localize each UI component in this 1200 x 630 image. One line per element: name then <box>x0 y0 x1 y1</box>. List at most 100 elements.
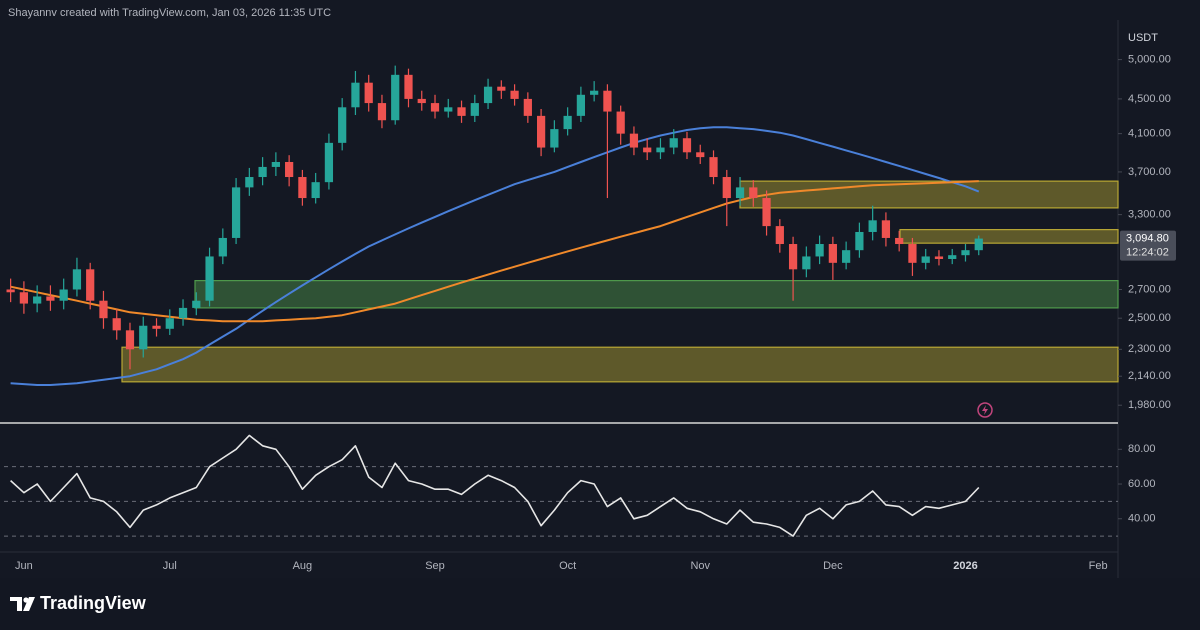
y-tick-label: 3,700.00 <box>1128 166 1171 178</box>
candle-body <box>523 98 532 116</box>
candle-body <box>351 82 360 108</box>
x-tick-label: Sep <box>425 560 445 572</box>
candle-body <box>629 133 639 148</box>
candle-body <box>377 103 387 121</box>
x-tick-label: Oct <box>559 560 576 572</box>
candle-body <box>563 115 572 130</box>
candle-body <box>961 250 970 256</box>
zone <box>194 280 1119 309</box>
candle-body <box>178 307 188 319</box>
candle-body <box>616 111 625 134</box>
candle-body <box>881 220 891 238</box>
candle-body <box>722 177 731 199</box>
candle-body <box>205 256 214 301</box>
countdown-label: 12:24:02 <box>1126 246 1169 258</box>
alert-bolt <box>982 405 988 415</box>
moving-average <box>10 180 979 323</box>
candle-body <box>510 90 519 99</box>
x-tick-label: Aug <box>293 560 313 572</box>
candle-body <box>139 325 148 350</box>
candle-body <box>669 138 678 148</box>
candle-body <box>152 325 161 329</box>
candle-body <box>457 107 466 116</box>
candle-body <box>33 296 42 304</box>
candle-body <box>258 166 267 178</box>
moving-average <box>10 126 980 386</box>
y-tick-label: 80.00 <box>1128 443 1156 455</box>
candle-body <box>709 157 718 178</box>
last-price-label: 3,094.80 <box>1126 232 1169 244</box>
x-tick-label: Jul <box>163 560 177 572</box>
candle-body <box>231 187 241 238</box>
zone <box>121 346 1119 383</box>
x-tick-label: Nov <box>690 560 710 572</box>
candle-body <box>298 177 307 199</box>
x-tick-label: Dec <box>823 560 843 572</box>
candle-body <box>895 237 904 245</box>
candle-body <box>324 142 334 183</box>
candle-body <box>815 244 824 257</box>
alert-circle <box>977 402 993 418</box>
y-tick-label: 4,500.00 <box>1128 93 1171 105</box>
y-tick-label: 5,000.00 <box>1128 54 1171 66</box>
x-tick-label: 2026 <box>953 560 977 572</box>
rsi-line <box>10 434 980 537</box>
candle-body <box>603 90 612 112</box>
candle-body <box>391 74 400 121</box>
candle-body <box>470 103 479 116</box>
candle-body <box>536 115 546 148</box>
candle-body <box>59 289 68 301</box>
candle-body <box>338 107 347 143</box>
candle-body <box>192 300 201 308</box>
candle-body <box>218 237 227 257</box>
candle-body <box>46 296 55 301</box>
candle-body <box>643 147 652 153</box>
footer-bar <box>0 578 1200 630</box>
y-tick-label: 2,500.00 <box>1128 312 1171 324</box>
x-tick-label: Feb <box>1089 560 1108 572</box>
currency-label: USDT <box>1128 32 1158 44</box>
candle-body <box>112 318 121 331</box>
last-price-tag <box>1120 230 1176 261</box>
y-tick-label: 1,980.00 <box>1128 399 1171 411</box>
candle-body <box>855 231 864 251</box>
candle-body <box>165 318 174 329</box>
candle-body <box>311 182 320 199</box>
y-tick-label: 2,700.00 <box>1128 283 1171 295</box>
candle-body <box>404 74 413 99</box>
candle-body <box>550 129 559 148</box>
candle-body <box>802 256 811 270</box>
candle-body <box>285 161 294 178</box>
y-tick-label: 2,140.00 <box>1128 370 1171 382</box>
candle-body <box>430 103 440 112</box>
brand-logo <box>10 597 35 611</box>
candle-body <box>99 300 108 319</box>
candle-body <box>762 198 771 227</box>
candle-body <box>948 255 957 259</box>
candle-body <box>749 187 758 199</box>
y-tick-label: 60.00 <box>1128 478 1156 490</box>
alert-icon <box>977 402 993 418</box>
logo-part <box>23 597 35 611</box>
candle-body <box>828 244 837 263</box>
y-tick-label: 40.00 <box>1128 513 1156 525</box>
candle-body <box>245 177 254 188</box>
candle-body <box>590 90 599 95</box>
x-tick-label: Jun <box>15 560 33 572</box>
candle-body <box>775 226 784 245</box>
candle-body <box>656 147 665 153</box>
candle-body <box>19 292 29 304</box>
candle-body <box>842 250 851 263</box>
candle-body <box>364 82 373 104</box>
y-tick-label: 3,300.00 <box>1128 209 1171 221</box>
candle-body <box>72 269 82 290</box>
candle-body <box>497 86 506 91</box>
candle-body <box>444 107 453 112</box>
y-tick-label: 4,100.00 <box>1128 128 1171 140</box>
candle-body <box>696 152 705 158</box>
candle-body <box>271 161 280 167</box>
candle-body <box>788 244 798 270</box>
candle-body <box>483 86 493 104</box>
